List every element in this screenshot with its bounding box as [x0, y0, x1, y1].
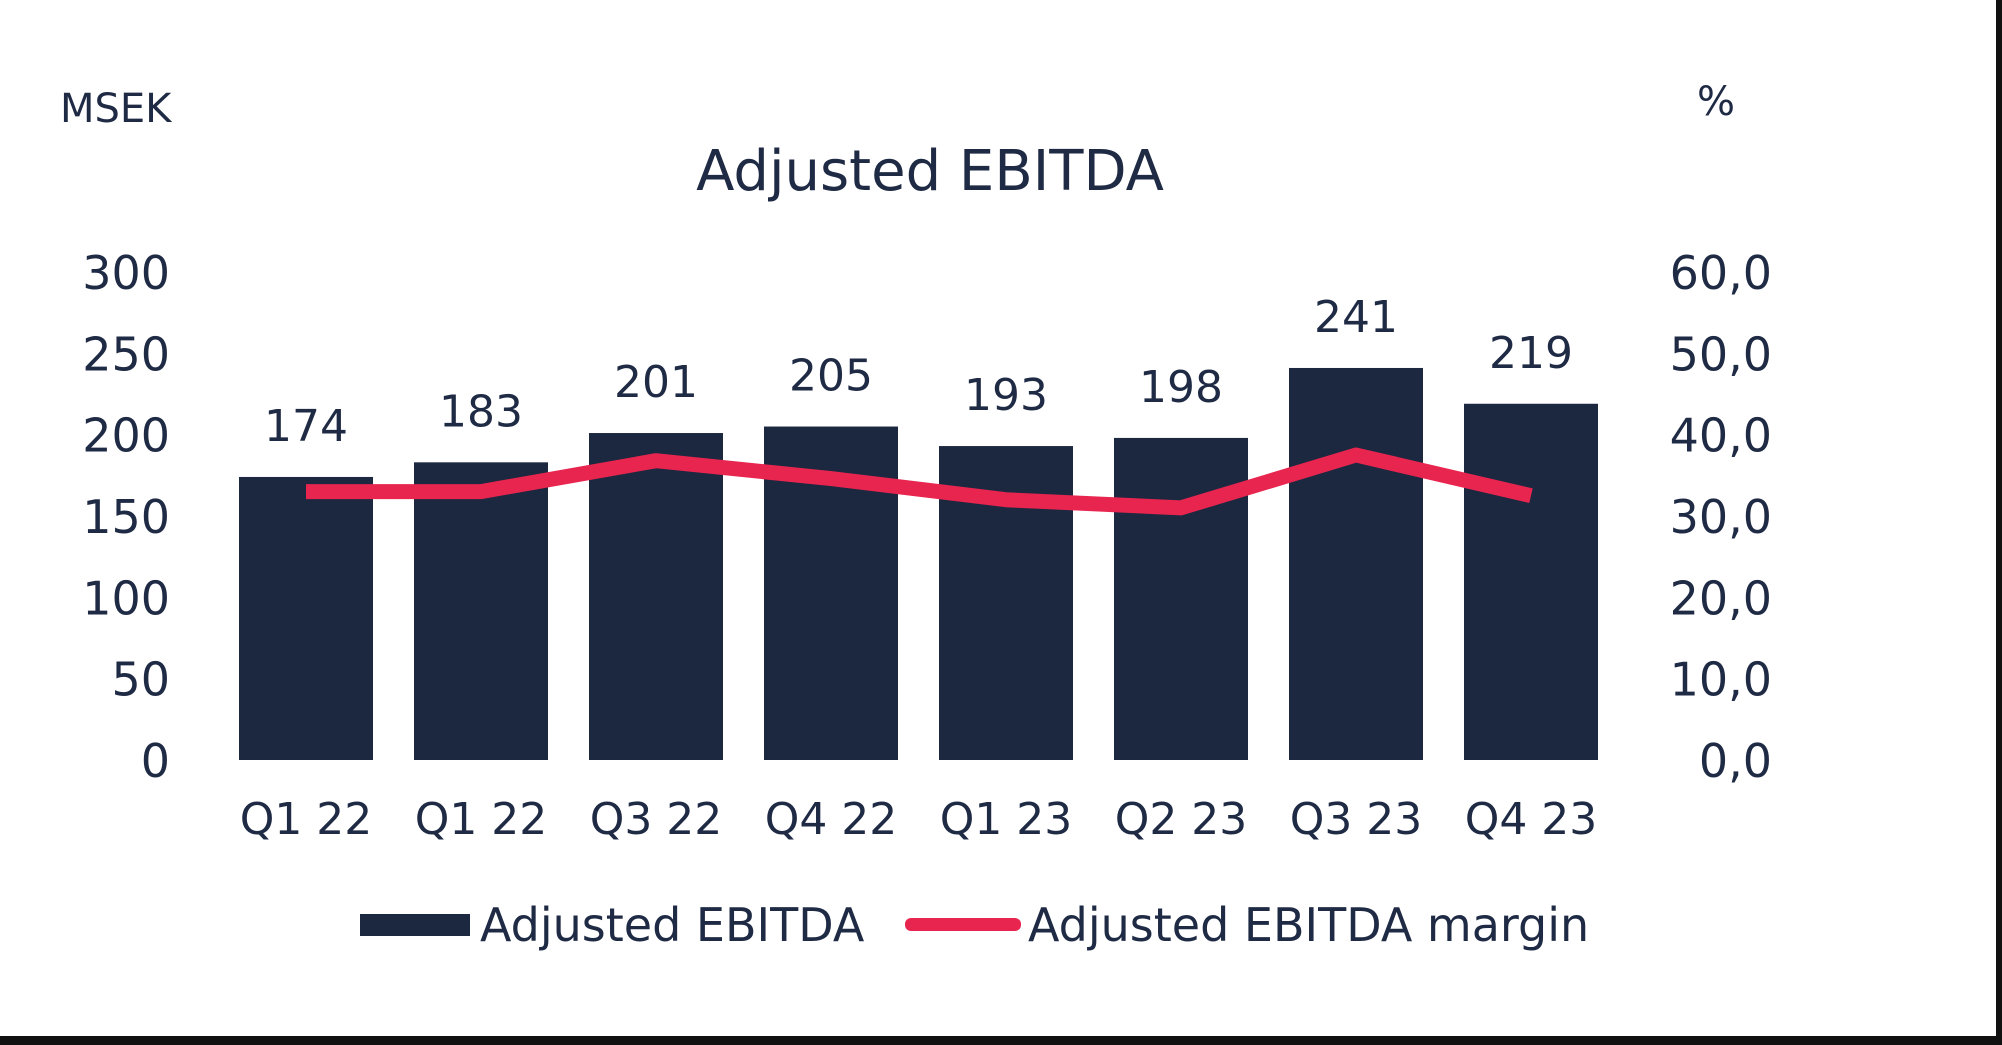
y-left-tick-label: 50 — [111, 653, 170, 707]
y-right-tick-label: 10,0 — [1670, 653, 1772, 707]
y-left-tick-label: 300 — [82, 246, 170, 300]
y-right-tick-label: 50,0 — [1670, 327, 1772, 381]
legend: Adjusted EBITDA Adjusted EBITDA margin — [360, 898, 1589, 952]
y-left-tick-label: 250 — [82, 327, 170, 381]
x-tick-label: Q1 22 — [240, 794, 373, 845]
y-right-tick-label: 30,0 — [1670, 490, 1772, 544]
value-label: 219 — [1489, 328, 1573, 379]
legend-label-line: Adjusted EBITDA margin — [1028, 898, 1589, 952]
bar — [414, 462, 548, 760]
y-left-tick-label: 0 — [141, 734, 170, 788]
y-left-tick-label: 100 — [82, 571, 170, 625]
legend-label-bar: Adjusted EBITDA — [480, 898, 865, 952]
value-label: 241 — [1314, 292, 1398, 343]
legend-swatch-line — [905, 918, 1021, 931]
value-label: 174 — [264, 401, 348, 452]
bar — [239, 476, 373, 760]
x-ticks: Q1 22 Q1 22 Q3 22 Q4 22 Q1 23 Q2 23 Q3 23 Q4 23 — [240, 794, 1598, 845]
legend-swatch-bar — [360, 914, 470, 936]
value-label: 198 — [1139, 362, 1223, 413]
value-label: 205 — [789, 351, 873, 402]
y-left-unit: MSEK — [60, 86, 173, 132]
value-label: 201 — [614, 357, 698, 408]
x-tick-label: Q1 23 — [940, 794, 1073, 845]
margin-line-group — [306, 447, 1533, 516]
value-labels: 174 183 201 205 193 198 241 219 — [264, 292, 1573, 452]
y-right-tick-label: 0,0 — [1699, 734, 1772, 788]
x-tick-label: Q4 22 — [765, 794, 898, 845]
margin-line — [306, 447, 1533, 516]
x-tick-label: Q2 23 — [1115, 794, 1248, 845]
y-left-tick-label: 150 — [82, 490, 170, 544]
bar — [1289, 367, 1423, 760]
chart-title: Adjusted EBITDA — [696, 139, 1164, 204]
x-tick-label: Q1 22 — [415, 794, 548, 845]
y-right-tick-label: 60,0 — [1670, 246, 1772, 300]
bar — [589, 433, 723, 760]
x-tick-label: Q3 23 — [1290, 794, 1423, 845]
y-right-tick-label: 20,0 — [1670, 571, 1772, 625]
y-right-tick-label: 40,0 — [1670, 409, 1772, 463]
value-label: 183 — [439, 386, 523, 437]
value-label: 193 — [964, 370, 1048, 421]
y-right-ticks: 0,0 10,0 20,0 30,0 40,0 50,0 60,0 — [1670, 246, 1772, 788]
bar — [1464, 403, 1598, 760]
x-tick-label: Q4 23 — [1465, 794, 1598, 845]
y-left-tick-label: 200 — [82, 409, 170, 463]
y-right-unit: % — [1697, 79, 1735, 125]
y-left-ticks: 0 50 100 150 200 250 300 — [82, 246, 170, 788]
x-tick-label: Q3 22 — [590, 794, 723, 845]
